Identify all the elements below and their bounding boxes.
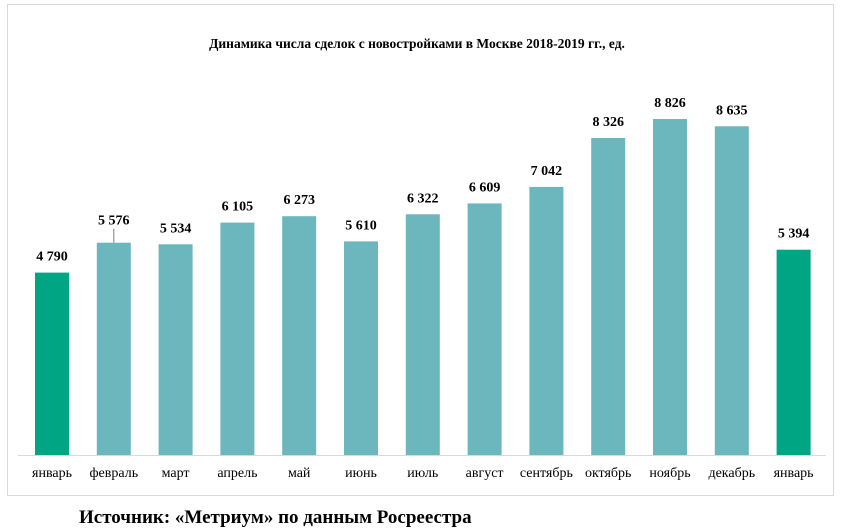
category-label-5: июнь (345, 466, 377, 481)
category-label-12: январь (774, 466, 814, 481)
bar-11 (714, 126, 749, 456)
category-label-4: май (288, 466, 311, 481)
bar-2 (158, 244, 193, 455)
bar-6 (405, 214, 440, 455)
data-label-1: 5 576 (98, 214, 130, 229)
category-label-9: октябрь (585, 466, 632, 481)
bar-7 (467, 203, 502, 455)
category-label-1: февраль (89, 466, 138, 481)
data-label-5: 5 610 (345, 218, 377, 233)
data-label-7: 6 609 (469, 180, 501, 195)
data-label-9: 8 326 (592, 115, 624, 130)
bar-1 (96, 242, 131, 455)
category-label-3: апрель (217, 466, 257, 481)
category-label-6: июль (407, 466, 438, 481)
data-label-4: 6 273 (283, 193, 315, 208)
category-label-2: март (162, 466, 190, 481)
bar-8 (529, 186, 564, 455)
bar-5 (344, 241, 378, 455)
data-label-3: 6 105 (222, 200, 254, 215)
bar-0 (35, 272, 69, 455)
data-label-11: 8 635 (716, 103, 748, 118)
bar-12 (776, 249, 811, 455)
bar-4 (282, 216, 317, 455)
bar-chart: 4 790 январь 5 576 февраль 5 534 март 6 105 апр… (18, 96, 826, 481)
data-label-12: 5 394 (778, 227, 810, 242)
bar-9 (591, 138, 626, 455)
category-label-0: январь (32, 466, 72, 481)
category-label-11: декабрь (708, 466, 755, 481)
chart-title: Динамика числа сделок с новостройками в … (209, 36, 625, 51)
bar-3 (220, 222, 255, 455)
bar-10 (653, 119, 687, 455)
category-label-10: ноябрь (649, 466, 690, 481)
source-note: Источник: «Метриум» по данным Росреестра (79, 507, 472, 528)
data-label-8: 7 042 (531, 164, 563, 179)
data-label-10: 8 826 (654, 96, 686, 111)
data-label-6: 6 322 (407, 191, 439, 206)
category-label-7: август (466, 466, 504, 481)
data-label-0: 4 790 (36, 250, 68, 265)
category-label-8: сентябрь (520, 466, 573, 481)
data-label-2: 5 534 (160, 221, 192, 236)
